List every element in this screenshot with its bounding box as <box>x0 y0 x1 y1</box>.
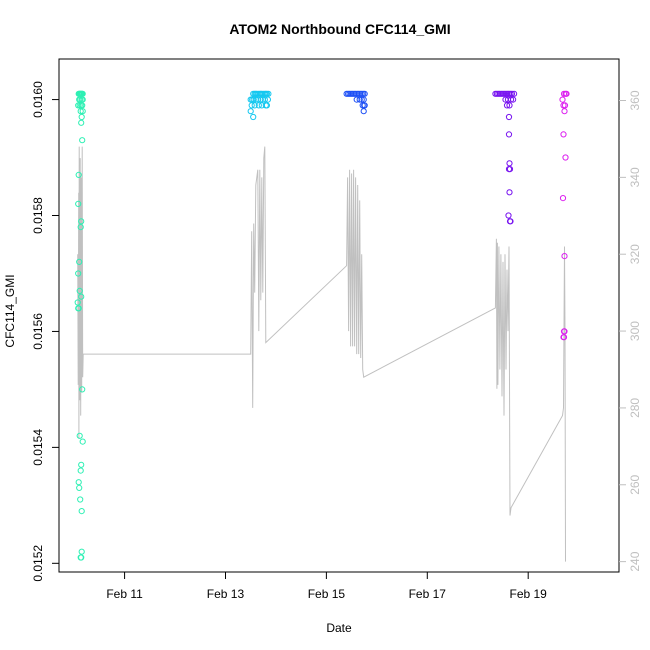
data-point-flight-1 <box>77 554 84 561</box>
y-tick-label: 0.0154 <box>31 429 45 466</box>
data-point-flight-1 <box>74 299 81 306</box>
data-point-flight-1 <box>75 270 82 277</box>
secondary-line-layer <box>77 146 566 562</box>
y2-tick-label: 300 <box>628 321 642 341</box>
data-point-flight-1 <box>75 171 82 178</box>
data-point-flight-4 <box>507 218 514 225</box>
data-point-flight-4 <box>509 96 517 103</box>
data-point-flight-5 <box>561 328 568 335</box>
data-point-flight-4 <box>503 102 511 109</box>
data-point-flight-1 <box>79 438 86 445</box>
data-point-flight-1 <box>78 119 85 126</box>
data-point-flight-4 <box>506 102 513 109</box>
x-tick-label: Feb 11 <box>106 587 143 601</box>
data-point-flight-2 <box>263 102 270 109</box>
data-point-flight-5 <box>561 102 569 109</box>
data-point-flight-1 <box>78 218 85 225</box>
data-point-flight-2 <box>265 90 272 97</box>
data-point-flight-4 <box>505 131 513 138</box>
data-point-flight-1 <box>76 258 83 265</box>
data-point-flight-2 <box>250 96 257 103</box>
data-point-flight-1 <box>79 386 86 393</box>
data-point-flight-1 <box>79 137 86 144</box>
data-point-flight-2 <box>247 108 254 115</box>
plot-border <box>58 58 620 573</box>
data-point-flight-4 <box>506 160 513 167</box>
data-point-flight-5 <box>563 90 570 97</box>
y-tick-label: 0.0156 <box>31 313 45 350</box>
data-point-flight-3 <box>361 90 368 97</box>
plot-frame <box>58 58 620 573</box>
data-point-flight-1 <box>76 287 83 294</box>
x-tick-label: Feb 15 <box>308 587 346 601</box>
data-point-flight-1 <box>75 305 82 312</box>
y2-tick-label: 240 <box>628 551 642 571</box>
data-point-flight-5 <box>559 195 567 202</box>
data-point-flight-3 <box>361 102 368 109</box>
y2-tick-label: 280 <box>628 398 642 418</box>
data-point-flight-1 <box>79 108 86 115</box>
data-point-flight-4 <box>506 189 513 196</box>
data-point-flight-1 <box>77 467 84 474</box>
data-point-flight-2 <box>248 102 255 109</box>
data-point-flight-1 <box>75 200 82 207</box>
data-point-flight-3 <box>356 96 363 103</box>
y2-tick-label: 340 <box>628 167 642 187</box>
data-point-flight-3 <box>358 96 365 103</box>
x-axis-label: Date <box>326 621 352 635</box>
data-point-flight-5 <box>560 334 568 341</box>
data-point-flight-5 <box>561 253 568 260</box>
chart-title: ATOM2 Northbound CFC114_GMI <box>229 21 450 37</box>
y2-tick-label: 320 <box>628 244 642 264</box>
data-point-flight-1 <box>77 224 84 231</box>
data-point-flight-2 <box>251 102 258 109</box>
data-point-flight-4 <box>510 90 518 97</box>
data-point-flight-1 <box>78 461 85 468</box>
data-point-flight-2 <box>261 96 268 103</box>
data-point-flight-5 <box>560 131 567 138</box>
y2-tick-label: 360 <box>628 90 642 110</box>
data-point-flight-5 <box>559 96 566 103</box>
x-tick-label: Feb 19 <box>510 587 548 601</box>
data-point-flight-2 <box>255 102 262 109</box>
y-axis-label: CFC114_GMI <box>3 274 17 347</box>
y-tick-label: 0.0158 <box>31 197 45 234</box>
data-point-flight-1 <box>78 293 85 300</box>
data-point-flight-3 <box>360 108 367 115</box>
x-tick-label: Feb 17 <box>409 587 447 601</box>
data-point-flight-1 <box>79 90 86 97</box>
y-axis-left: 0.0152 0.0154 0.0156 0.0158 0.0160 <box>31 81 59 582</box>
data-point-flight-1 <box>76 432 83 439</box>
data-point-flight-1 <box>78 113 85 121</box>
data-point-flight-1 <box>78 548 85 555</box>
data-point-flight-2 <box>264 96 271 103</box>
y-tick-label: 0.0152 <box>31 545 45 582</box>
data-point-flight-5 <box>561 108 568 115</box>
data-point-flight-1 <box>76 484 83 491</box>
y-tick-label: 0.0160 <box>31 81 45 118</box>
data-point-flight-4 <box>505 113 513 121</box>
y-axis-right: 240 260 280 300 320 340 360 <box>619 90 642 572</box>
x-axis: Feb 11 Feb 13 Feb 15 Feb 17 Feb 19 <box>106 572 547 601</box>
data-point-flight-3 <box>360 96 367 103</box>
data-point-flight-1 <box>78 508 85 515</box>
y2-tick-label: 260 <box>628 474 642 494</box>
data-point-flight-4 <box>508 90 516 97</box>
secondary-series-line <box>77 146 566 562</box>
data-point-flight-1 <box>75 479 82 486</box>
data-point-flight-4 <box>505 166 513 173</box>
data-point-flight-4 <box>507 96 515 103</box>
data-point-flight-1 <box>77 496 84 503</box>
data-point-flight-1 <box>77 108 84 115</box>
data-point-flight-2 <box>250 113 257 121</box>
x-tick-label: Feb 13 <box>207 587 245 601</box>
data-point-flight-2 <box>257 96 264 103</box>
data-point-flight-5 <box>562 154 569 161</box>
data-point-flight-4 <box>505 212 512 219</box>
data-point-flight-1 <box>79 96 86 103</box>
scatter-points-layer <box>74 90 570 561</box>
data-point-flight-1 <box>79 102 86 109</box>
